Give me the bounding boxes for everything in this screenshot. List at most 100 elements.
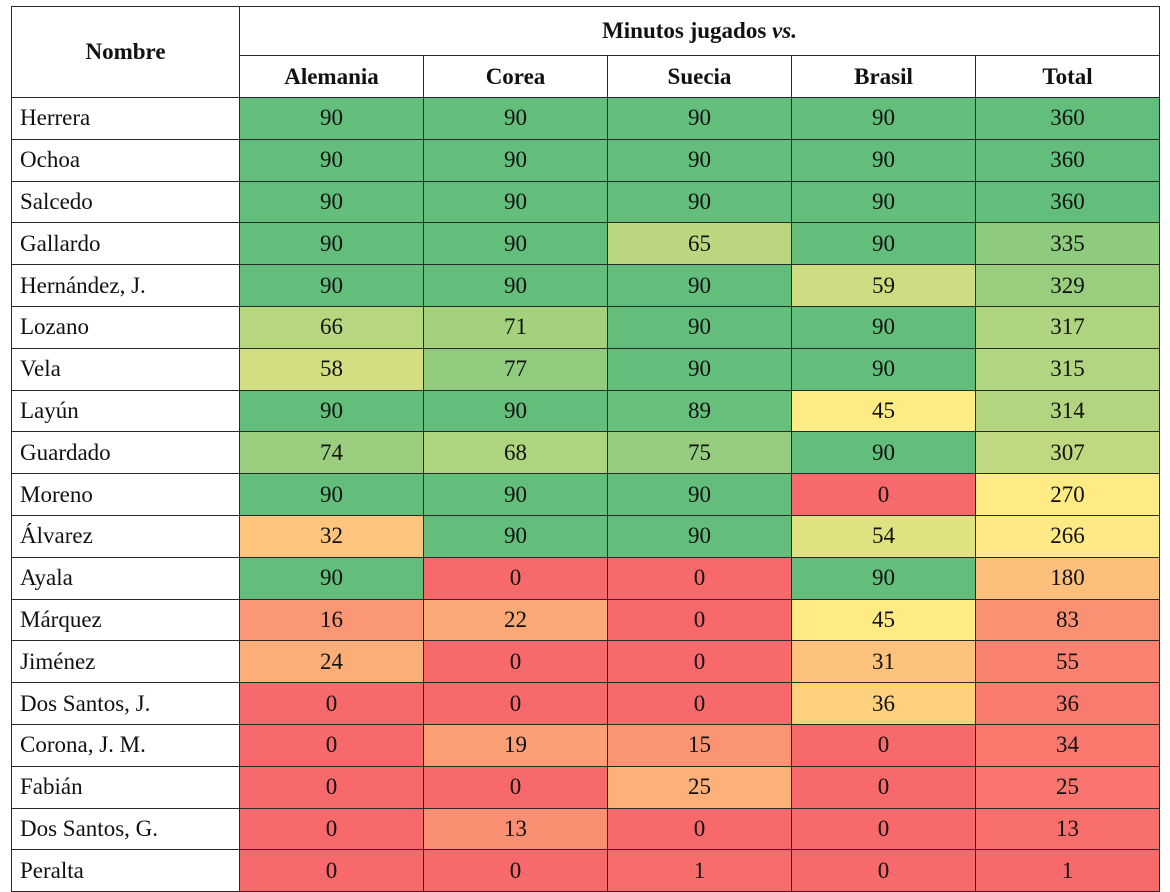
minutes-cell: 71 [423,305,608,349]
minutes-group-header: Minutos jugados vs. [238,6,1161,56]
minutes-cell: 0 [791,849,976,892]
player-name-cell: Lozano [11,305,240,349]
player-name-cell: Álvarez [11,514,240,558]
total-minutes-cell: 335 [974,222,1161,266]
minutes-cell: 0 [791,765,976,809]
minutes-cell: 0 [791,807,976,851]
minutes-cell: 58 [239,347,424,391]
minutes-cell: 89 [607,389,792,433]
minutes-cell: 90 [239,264,424,307]
table-row: Gallardo 90 90 65 90 335 [11,222,1161,266]
minutes-cell: 90 [423,180,608,224]
player-name-cell: Moreno [11,473,240,516]
minutes-cell: 22 [423,598,608,642]
minutes-cell: 13 [423,807,608,851]
total-minutes-cell: 13 [974,807,1161,851]
minutes-cell: 0 [239,765,424,809]
table-row: Álvarez 32 90 90 54 266 [11,514,1161,558]
column-header-alemania: Alemania [239,55,424,98]
player-name-cell: Fabián [11,765,240,809]
minutes-cell: 36 [791,682,976,725]
player-name-cell: Vela [11,347,240,391]
table-row: Peralta 0 0 1 0 1 [11,849,1161,892]
player-name-cell: Layún [11,389,240,433]
player-name-cell: Corona, J. M. [11,723,240,767]
minutes-cell: 90 [423,514,608,558]
table-row: Moreno 90 90 90 0 270 [11,473,1161,516]
total-minutes-cell: 317 [974,305,1161,349]
minutes-cell: 65 [607,222,792,266]
minutes-cell: 90 [239,138,424,182]
minutes-cell: 19 [423,723,608,767]
minutes-cell: 1 [607,849,792,892]
player-name-cell: Hernández, J. [11,264,240,307]
total-minutes-cell: 314 [974,389,1161,433]
column-header-suecia: Suecia [607,55,792,98]
column-header-brasil: Brasil [791,55,976,98]
table-row: Salcedo 90 90 90 90 360 [11,180,1161,224]
group-header-text: Minutos jugados [602,18,767,43]
minutes-cell: 0 [423,849,608,892]
player-name-cell: Márquez [11,598,240,642]
table-row: Hernández, J. 90 90 90 59 329 [11,264,1161,307]
total-minutes-cell: 36 [974,682,1161,725]
minutes-cell: 32 [239,514,424,558]
column-header-corea: Corea [423,55,608,98]
minutes-cell: 45 [791,598,976,642]
player-name-cell: Guardado [11,431,240,475]
minutes-cell: 0 [239,723,424,767]
minutes-cell: 90 [607,138,792,182]
minutes-cell: 54 [791,514,976,558]
minutes-cell: 90 [239,473,424,516]
table-row: Guardado 74 68 75 90 307 [11,431,1161,475]
table-body: Herrera 90 90 90 90 360 Ochoa 90 90 90 90 360 Salced… [11,97,1161,892]
minutes-cell: 75 [607,431,792,475]
minutes-cell: 0 [607,640,792,684]
name-column-header: Nombre [11,6,240,98]
player-name-cell: Ayala [11,556,240,600]
total-minutes-cell: 360 [974,180,1161,224]
total-minutes-cell: 266 [974,514,1161,558]
total-minutes-cell: 315 [974,347,1161,391]
minutes-cell: 25 [607,765,792,809]
total-minutes-cell: 360 [974,138,1161,182]
minutes-cell: 0 [239,849,424,892]
minutes-cell: 90 [607,264,792,307]
minutes-cell: 90 [607,97,792,140]
minutes-cell: 90 [423,222,608,266]
minutes-cell: 90 [423,264,608,307]
minutes-cell: 0 [791,723,976,767]
table-row: Lozano 66 71 90 90 317 [11,305,1161,349]
player-name-cell: Peralta [11,849,240,892]
table-row: Fabián 0 0 25 0 25 [11,765,1161,809]
total-minutes-cell: 83 [974,598,1161,642]
minutes-cell: 45 [791,389,976,433]
minutes-cell: 0 [607,556,792,600]
minutes-cell: 90 [607,347,792,391]
total-minutes-cell: 180 [974,556,1161,600]
minutes-cell: 90 [239,222,424,266]
minutes-cell: 0 [423,640,608,684]
header-row-columns: Alemania Corea Suecia Brasil Total [12,55,1161,98]
total-minutes-cell: 55 [974,640,1161,684]
minutes-cell: 90 [791,222,976,266]
minutes-cell: 77 [423,347,608,391]
minutes-cell: 90 [791,138,976,182]
minutes-cell: 90 [607,514,792,558]
minutes-cell: 59 [791,264,976,307]
minutes-cell: 90 [791,347,976,391]
minutes-cell: 0 [423,556,608,600]
minutes-cell: 90 [423,97,608,140]
minutes-cell: 0 [239,682,424,725]
minutes-cell: 90 [239,556,424,600]
table-row: Corona, J. M. 0 19 15 0 34 [11,723,1161,767]
minutes-cell: 90 [791,431,976,475]
player-name-cell: Salcedo [11,180,240,224]
minutes-cell: 90 [791,97,976,140]
minutes-cell: 90 [607,473,792,516]
minutes-cell: 31 [791,640,976,684]
minutes-table-container: Nombre Minutos jugados vs. Alemania Core… [11,6,1161,892]
minutes-cell: 0 [423,682,608,725]
player-name-cell: Dos Santos, J. [11,682,240,725]
table-row: Ochoa 90 90 90 90 360 [11,138,1161,182]
